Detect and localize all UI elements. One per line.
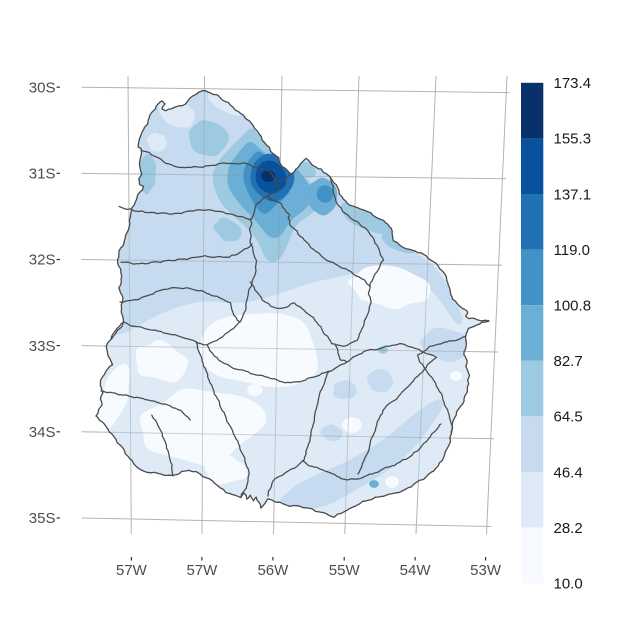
svg-text:119.0: 119.0 — [554, 242, 590, 259]
svg-text:155.3: 155.3 — [554, 131, 592, 148]
svg-text:34S: 34S — [29, 424, 56, 441]
svg-text:28.2: 28.2 — [554, 520, 583, 537]
svg-text:33S: 33S — [29, 338, 56, 355]
svg-text:53W: 53W — [470, 562, 502, 579]
svg-text:32S: 32S — [29, 252, 56, 269]
svg-text:173.4: 173.4 — [554, 75, 592, 92]
svg-text:10.0: 10.0 — [554, 576, 583, 593]
svg-text:64.5: 64.5 — [554, 409, 583, 426]
svg-text:82.7: 82.7 — [554, 353, 583, 370]
svg-text:46.4: 46.4 — [554, 464, 583, 481]
svg-text:55W: 55W — [329, 562, 361, 579]
svg-text:54W: 54W — [400, 562, 432, 579]
svg-text:57W: 57W — [186, 562, 218, 579]
svg-text:56W: 56W — [257, 562, 289, 579]
svg-text:100.8: 100.8 — [554, 298, 592, 315]
svg-text:30S: 30S — [29, 79, 56, 96]
svg-text:31S: 31S — [29, 166, 56, 183]
svg-text:137.1: 137.1 — [554, 186, 592, 203]
svg-text:57W: 57W — [116, 562, 148, 579]
svg-text:35S: 35S — [29, 510, 56, 527]
